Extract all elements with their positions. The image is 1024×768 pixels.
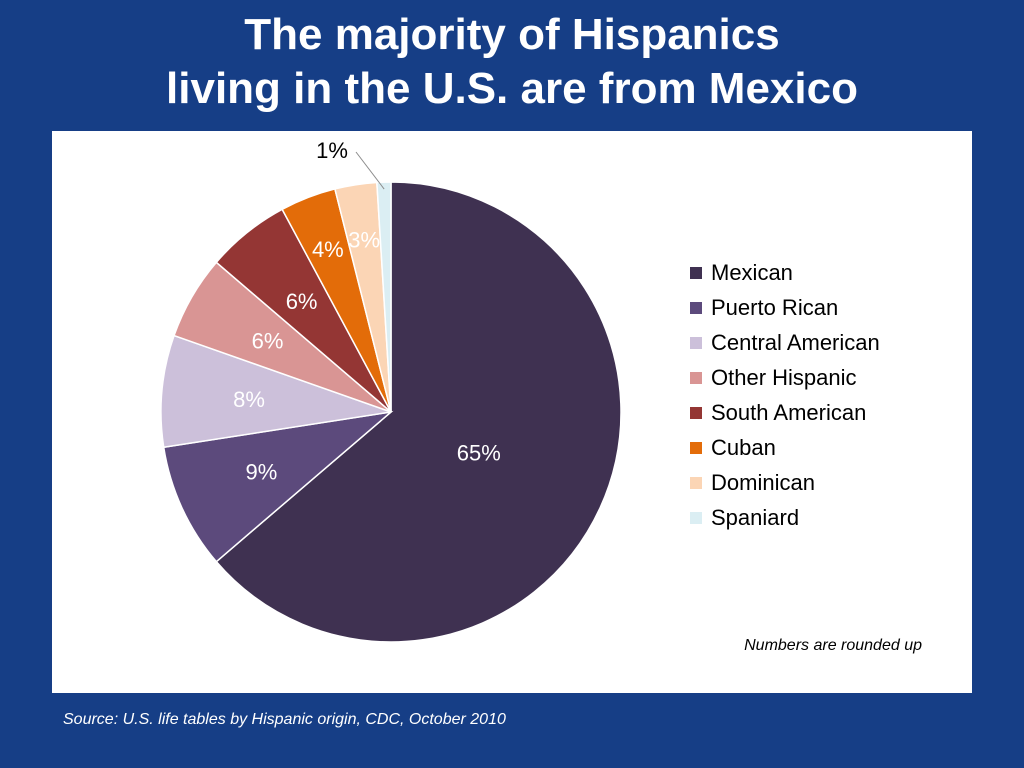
legend-item-cuban: Cuban — [690, 430, 880, 465]
legend-label: Other Hispanic — [711, 364, 857, 390]
data-label-dominican: 3% — [348, 227, 380, 252]
leader-line-spaniard — [355, 151, 385, 190]
legend-item-mexican: Mexican — [690, 255, 880, 290]
data-label-spaniard: 1% — [316, 138, 348, 163]
data-label-other-hispanic: 6% — [252, 329, 284, 354]
data-label-mexican: 65% — [457, 440, 501, 465]
legend-swatch — [690, 511, 702, 524]
legend-item-south-american: South American — [690, 395, 880, 430]
pie-slice-central-american — [160, 334, 392, 449]
legend-item-puerto-rican: Puerto Rican — [690, 290, 880, 325]
legend-label: Spaniard — [711, 504, 800, 530]
chart-panel: 65% 9% 8% 6% 6% 4% 3% 1% Mexican Puerto Rican Cen… — [52, 131, 972, 693]
pie-slice-mexican — [215, 181, 622, 643]
legend-swatch — [690, 371, 702, 384]
data-label-puerto-rican: 9% — [246, 460, 278, 485]
pie-chart: 65% 9% 8% 6%6% 4% 3% 1% — [160, 138, 622, 643]
legend-label: Dominican — [711, 469, 815, 495]
legend-label: Mexican — [711, 259, 793, 285]
slide-title: The majority of Hispanics living in the … — [0, 8, 1024, 116]
legend-swatch — [690, 476, 702, 489]
legend-swatch — [690, 301, 702, 314]
title-line-2: living in the U.S. are from Mexico — [166, 64, 858, 113]
data-label-central-american: 8% — [233, 387, 265, 412]
legend-label: South American — [711, 399, 867, 425]
legend-swatch — [690, 336, 702, 349]
legend-item-central-american: Central American — [690, 325, 880, 360]
legend-swatch — [690, 406, 702, 419]
legend-label: Puerto Rican — [711, 294, 839, 320]
legend-label: Central American — [711, 329, 880, 355]
legend-label: Cuban — [711, 434, 776, 460]
legend-item-other-hispanic: Other Hispanic — [690, 360, 880, 395]
legend-swatch — [690, 441, 702, 454]
data-label-south-american: 6% — [286, 289, 318, 314]
data-label-cuban: 4% — [312, 237, 344, 262]
legend-swatch — [690, 266, 702, 279]
legend-item-dominican: Dominican — [690, 465, 880, 500]
legend-item-spaniard: Spaniard — [690, 500, 880, 535]
rounding-footnote: Numbers are rounded up — [744, 637, 922, 654]
pie-slice-puerto-rican — [162, 410, 394, 563]
source-note: Source: U.S. life tables by Hispanic ori… — [63, 711, 506, 728]
title-line-1: The majority of Hispanics — [244, 10, 780, 59]
chart-legend: Mexican Puerto Rican Central American Other… — [690, 255, 880, 535]
pie-slice-spaniard — [376, 181, 392, 413]
